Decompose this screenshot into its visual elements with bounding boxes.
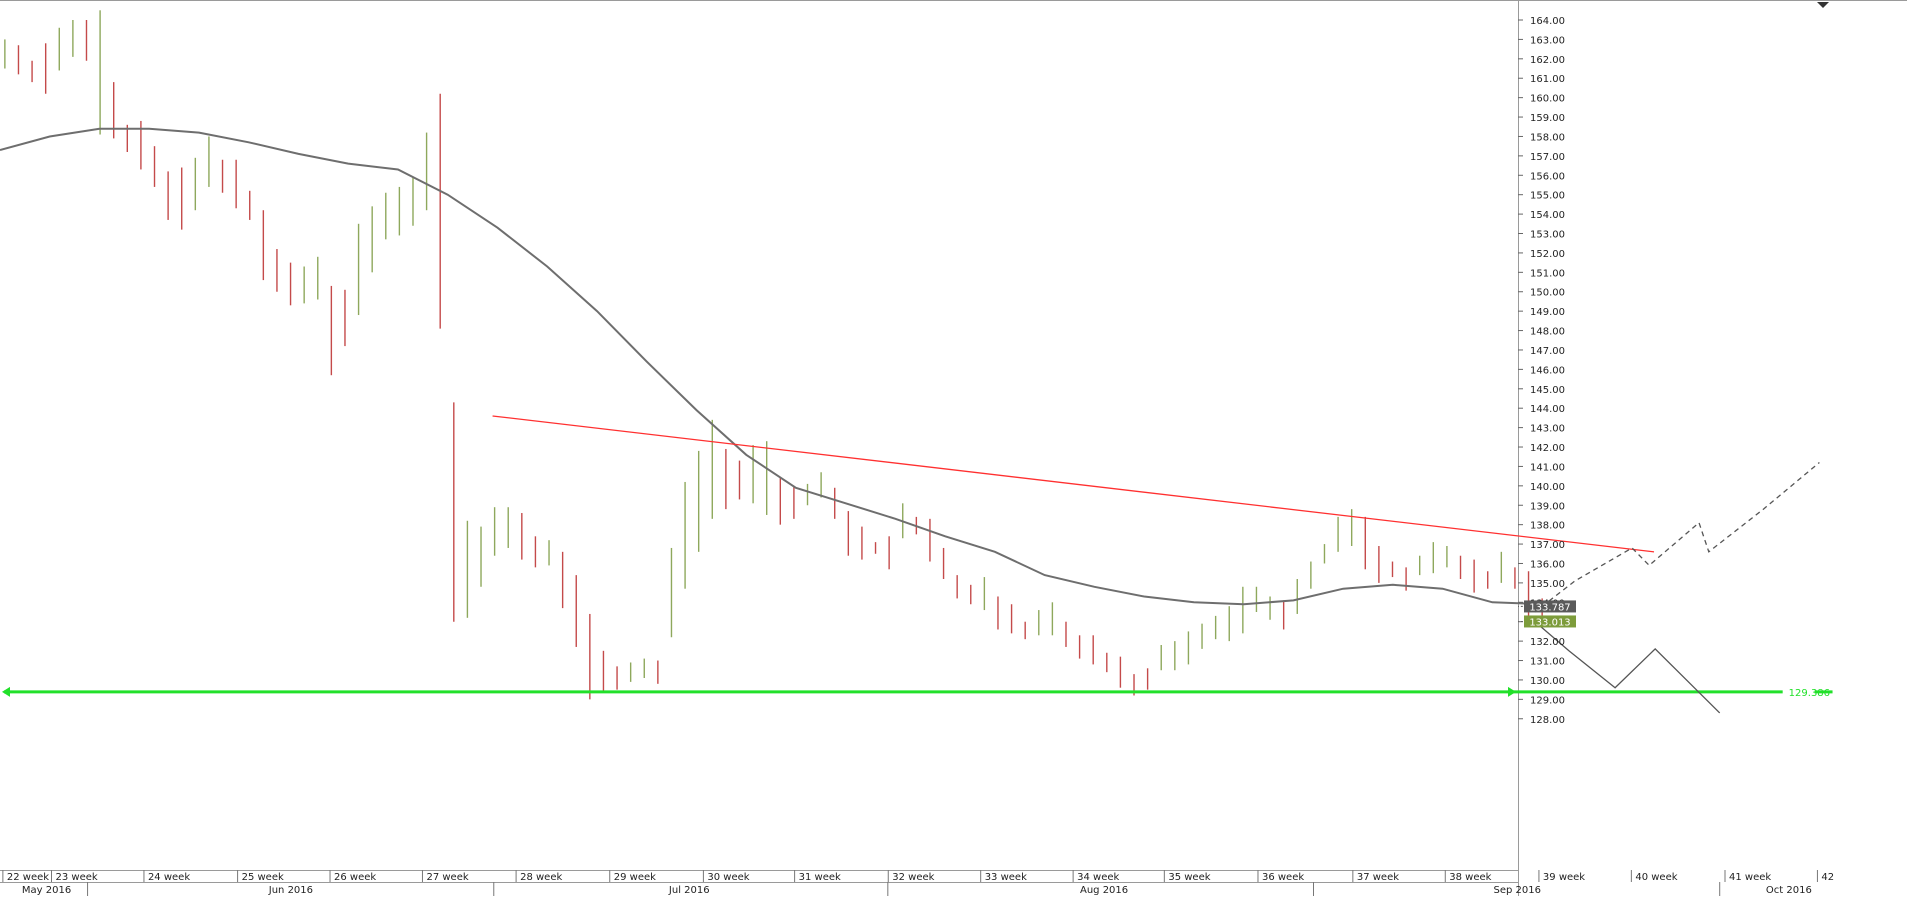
week-label: 39 week xyxy=(1543,872,1585,883)
week-label: 36 week xyxy=(1262,872,1304,883)
y-tick-label: 132.00 xyxy=(1530,637,1565,648)
y-tick-label: 137.00 xyxy=(1530,540,1565,551)
week-label: 31 week xyxy=(799,872,841,883)
resistance-trendline xyxy=(492,415,1655,553)
y-tick-label: 146.00 xyxy=(1530,365,1565,376)
y-tick-label: 163.00 xyxy=(1530,35,1565,46)
y-tick-label: 131.00 xyxy=(1530,657,1565,668)
y-axis: 164.00 163.00 162.00 161.00 160.00 159.00 158.… xyxy=(1518,16,1576,726)
y-tick-label: 156.00 xyxy=(1530,171,1565,182)
y-tick-label: 130.00 xyxy=(1530,676,1565,687)
week-label: 28 week xyxy=(520,872,562,883)
month-label: Aug 2016 xyxy=(1080,885,1128,896)
y-tick-label: 162.00 xyxy=(1530,55,1565,66)
y-tick-label: 158.00 xyxy=(1530,132,1565,143)
y-tick-label: 153.00 xyxy=(1530,230,1565,241)
week-label: 23 week xyxy=(56,872,98,883)
y-tick-label: 136.00 xyxy=(1530,559,1565,570)
price-badge-label: 133.013 xyxy=(1529,617,1570,628)
week-label: 32 week xyxy=(892,872,934,883)
y-tick-label: 142.00 xyxy=(1530,443,1565,454)
forecast-solid-line xyxy=(1534,621,1721,714)
y-tick-label: 129.00 xyxy=(1530,695,1565,706)
price-badge-label: 133.787 xyxy=(1529,602,1570,613)
y-tick-label: 148.00 xyxy=(1530,327,1565,338)
y-tick-label: 150.00 xyxy=(1530,288,1565,299)
y-tick-label: 149.00 xyxy=(1530,307,1565,318)
y-tick-label: 135.00 xyxy=(1530,579,1565,590)
week-label: 30 week xyxy=(707,872,749,883)
moving-average-line xyxy=(0,127,1543,606)
week-label: 27 week xyxy=(426,872,468,883)
y-tick-label: 141.00 xyxy=(1530,462,1565,473)
week-label: 34 week xyxy=(1077,872,1119,883)
y-tick-label: 145.00 xyxy=(1530,385,1565,396)
month-label: Sep 2016 xyxy=(1493,885,1540,896)
price-bars xyxy=(4,10,1543,700)
y-tick-label: 164.00 xyxy=(1530,16,1565,27)
month-label: Oct 2016 xyxy=(1766,885,1812,896)
y-tick-label: 140.00 xyxy=(1530,482,1565,493)
y-tick-label: 157.00 xyxy=(1530,152,1565,163)
month-label: May 2016 xyxy=(22,885,71,896)
week-label: 42 xyxy=(1821,872,1834,883)
week-label: 29 week xyxy=(614,872,656,883)
y-tick-label: 151.00 xyxy=(1530,268,1565,279)
moving-average xyxy=(0,127,1543,606)
week-label: 22 week xyxy=(7,872,49,883)
month-label: Jun 2016 xyxy=(268,885,313,896)
week-label: 25 week xyxy=(242,872,284,883)
y-tick-label: 139.00 xyxy=(1530,501,1565,512)
y-tick-label: 159.00 xyxy=(1530,113,1565,124)
week-label: 38 week xyxy=(1449,872,1491,883)
week-label: 35 week xyxy=(1168,872,1210,883)
y-tick-label: 152.00 xyxy=(1530,249,1565,260)
week-label: 33 week xyxy=(985,872,1027,883)
price-badge xyxy=(1524,600,1576,613)
month-label: Jul 2016 xyxy=(668,885,710,896)
x-axis: 22 week 23 week 24 week 25 week 26 week 27 we… xyxy=(2,870,1834,896)
y-tick-label: 144.00 xyxy=(1530,404,1565,415)
support-left-arrow-icon xyxy=(2,686,10,697)
week-label: 40 week xyxy=(1635,872,1677,883)
support-right-arrow-icon xyxy=(1508,686,1516,697)
y-tick-label: 161.00 xyxy=(1530,74,1565,85)
y-tick-label: 160.00 xyxy=(1530,94,1565,105)
y-tick-label: 138.00 xyxy=(1530,521,1565,532)
week-label: 24 week xyxy=(148,872,190,883)
forecast-dashed-line xyxy=(1534,462,1820,613)
y-tick-label: 154.00 xyxy=(1530,210,1565,221)
support-level-label: 129.386 xyxy=(1789,688,1830,699)
price-badge xyxy=(1524,615,1576,628)
y-tick-label: 147.00 xyxy=(1530,346,1565,357)
y-tick-label: 143.00 xyxy=(1530,424,1565,435)
dropdown-arrow-icon xyxy=(1817,2,1829,8)
week-label: 41 week xyxy=(1729,872,1771,883)
week-label: 26 week xyxy=(334,872,376,883)
y-tick-label: 155.00 xyxy=(1530,191,1565,202)
week-label: 37 week xyxy=(1357,872,1399,883)
y-tick-label: 128.00 xyxy=(1530,715,1565,726)
